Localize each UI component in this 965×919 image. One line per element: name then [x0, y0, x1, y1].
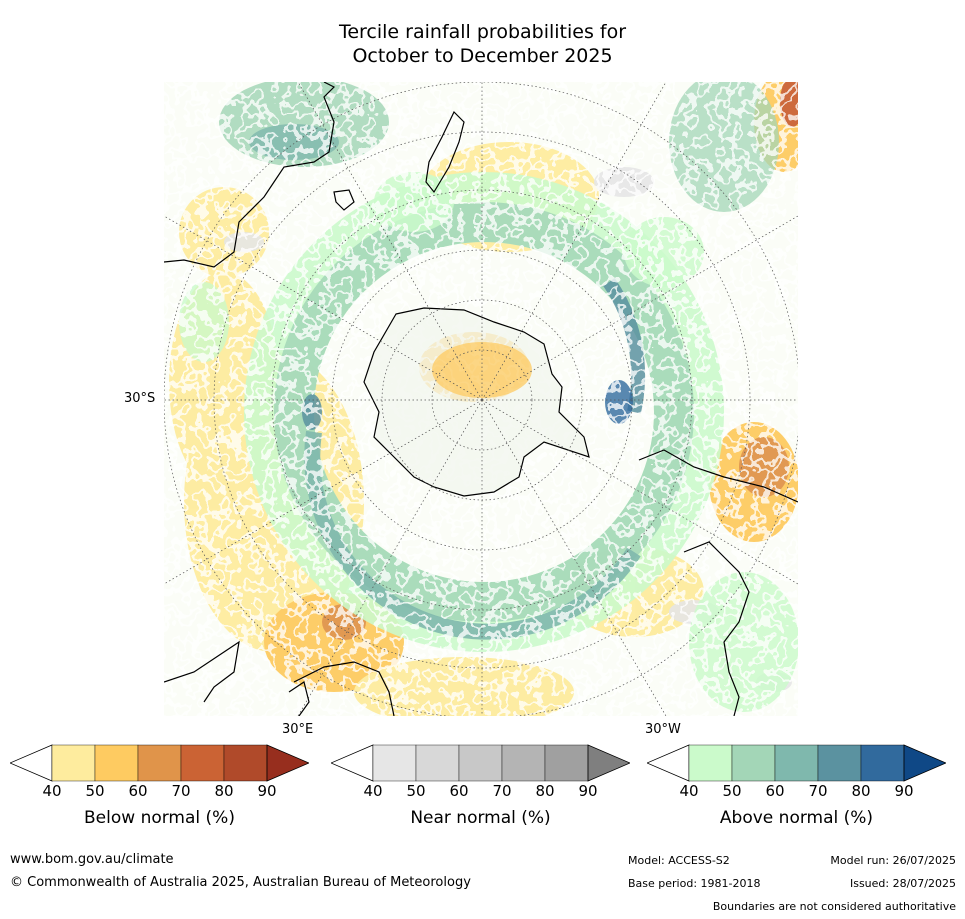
- colorbar-above-tick-70: 70: [808, 782, 828, 800]
- colorbar-below-tick-50: 50: [85, 782, 105, 800]
- colorbar-above: [647, 744, 946, 782]
- rainfall-probability-map: [164, 82, 798, 716]
- colorbar-below-tick-80: 80: [214, 782, 234, 800]
- colorbar-above-tick-50: 50: [722, 782, 742, 800]
- colorbar-above-segment-80: [860, 744, 905, 782]
- antarctica: [363, 307, 590, 497]
- boundary-disclaimer: Boundaries are not considered authoritat…: [712, 900, 956, 913]
- colorbar-below-segment-80: [223, 744, 268, 782]
- colorbar-near-tick-70: 70: [492, 782, 512, 800]
- colorbar-near-segment-80: [544, 744, 589, 782]
- colorbar-near-tick-80: 80: [535, 782, 555, 800]
- model-run-date: Model run: 26/07/2025: [830, 854, 956, 867]
- latitude-label-30s: 30°S: [124, 391, 156, 406]
- colorbar-above-segment-70: [817, 744, 862, 782]
- colorbar-below-segment-50: [94, 744, 139, 782]
- colorbar-near-tick-40: 40: [363, 782, 383, 800]
- meridian-210: [481, 399, 798, 585]
- colorbar-near-tick-60: 60: [449, 782, 469, 800]
- colorbar-above-segment-50: [731, 744, 776, 782]
- colorbar-below-tick-70: 70: [171, 782, 191, 800]
- meridian-330: [164, 399, 483, 585]
- colorbar-near-tick-50: 50: [406, 782, 426, 800]
- antarctica-orange-core: [432, 342, 532, 398]
- colorbar-near-upper-extension: [587, 744, 630, 782]
- model-name: Model: ACCESS-S2: [628, 854, 730, 867]
- longitude-label-30w: 30°W: [645, 722, 681, 737]
- africa-coastline: [164, 640, 240, 703]
- colorbar-above-title: Above normal (%): [719, 808, 874, 828]
- title-line-1: Tercile rainfall probabilities for: [338, 21, 627, 43]
- meridian-150: [481, 215, 798, 401]
- colorbar-near-segment-60: [458, 744, 503, 782]
- meridian-240: [481, 399, 667, 716]
- colorbar-near-segment-40: [372, 744, 417, 782]
- colorbar-near: [331, 744, 630, 782]
- meridian-120: [481, 82, 667, 401]
- colorbar-near-segment-50: [415, 744, 460, 782]
- colorbar-below-upper-extension: [266, 744, 309, 782]
- colorbar-below-segment-70: [180, 744, 225, 782]
- meridian-300: [297, 399, 483, 716]
- issued-date: Issued: 28/07/2025: [849, 877, 956, 890]
- south-america-coastline: [638, 449, 798, 503]
- base-period: Base period: 1981-2018: [628, 877, 761, 890]
- colorbar-above-segment-40: [688, 744, 733, 782]
- map-title: Tercile rainfall probabilities for Octob…: [0, 20, 965, 68]
- colorbar-near-title: Near normal (%): [410, 808, 551, 828]
- colorbar-below-lower-extension: [10, 744, 53, 782]
- colorbar-below-tick-60: 60: [128, 782, 148, 800]
- tasmania-coastline: [333, 189, 355, 211]
- antarctica-coastline: [363, 307, 590, 497]
- longitude-label-30e: 30°E: [282, 722, 314, 737]
- colorbar-below-segment-40: [51, 744, 96, 782]
- coastlines: [164, 82, 798, 716]
- colorbar-below-tick-90: 90: [257, 782, 277, 800]
- latitude-circle-80s: [431, 349, 533, 451]
- latitude-circle-50s: [271, 189, 693, 611]
- colorbar-below-tick-40: 40: [42, 782, 62, 800]
- colorbar-above-tick-60: 60: [765, 782, 785, 800]
- colorbar-above-lower-extension: [647, 744, 690, 782]
- antarctica-interior: [364, 308, 589, 496]
- graticule: [164, 82, 798, 716]
- new-zealand-coastline: [425, 110, 465, 194]
- copyright-notice: © Commonwealth of Australia 2025, Austra…: [10, 875, 471, 890]
- colorbar-above-tick-80: 80: [851, 782, 871, 800]
- colorbar-above-segment-60: [774, 744, 819, 782]
- meridian-60: [297, 82, 483, 401]
- colorbar-near-tick-90: 90: [578, 782, 598, 800]
- colorbar-above-tick-90: 90: [894, 782, 914, 800]
- colorbar-above-upper-extension: [903, 744, 946, 782]
- latitude-circle-60s: [331, 249, 633, 551]
- south-america-east-coast: [683, 541, 750, 716]
- colorbar-near-segment-70: [501, 744, 546, 782]
- title-line-2: October to December 2025: [352, 45, 613, 67]
- colorbar-below-title: Below normal (%): [84, 808, 235, 828]
- colorbar-below: [10, 744, 309, 782]
- colorbar-near-lower-extension: [331, 744, 374, 782]
- southern-africa-coastline: [293, 661, 395, 716]
- website-link[interactable]: www.bom.gov.au/climate: [10, 852, 174, 867]
- australia-coastline: [164, 82, 336, 268]
- madagascar-coastline: [288, 681, 310, 716]
- colorbar-below-segment-60: [137, 744, 182, 782]
- colorbar-above-tick-40: 40: [679, 782, 699, 800]
- meridian-30: [164, 215, 483, 401]
